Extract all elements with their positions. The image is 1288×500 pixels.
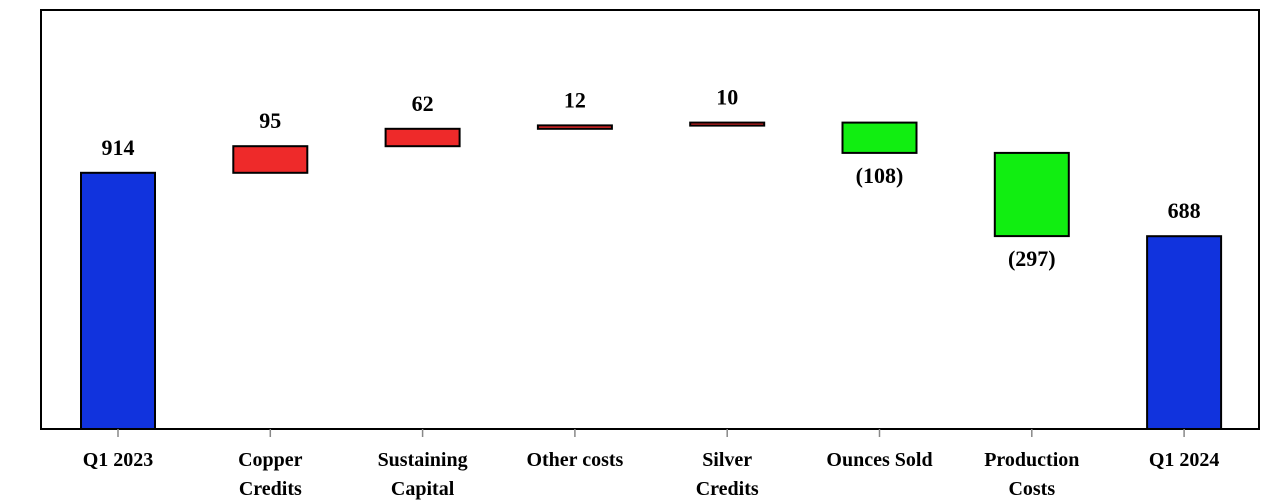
x-tick-label-4: Silver Credits [696, 449, 759, 500]
plot-frame [40, 9, 1260, 430]
chart-marks: 914 95 62 12 10 (108) (297) 688 [80, 85, 1223, 431]
x-tick-label-1: Copper Credits [238, 449, 303, 500]
bar-6 [993, 151, 1070, 238]
x-tick-label-3: Other costs [526, 449, 623, 471]
data-label-1: 95 [259, 108, 281, 133]
x-tick-label-6: Production Costs [984, 449, 1079, 500]
bar-4 [689, 121, 766, 127]
bar-7 [1146, 235, 1223, 430]
data-label-2: 62 [412, 91, 434, 116]
x-tick-label-0: Q1 2023 [83, 449, 154, 471]
data-label-6: (297) [1008, 246, 1056, 271]
bar-3 [536, 124, 613, 130]
data-label-4: 10 [716, 85, 738, 110]
x-axis-ticks: Q1 2023 Copper Credits Sustaining Capital Oth… [83, 429, 1220, 500]
data-label-5: (108) [856, 163, 904, 188]
data-label-3: 12 [564, 87, 586, 112]
x-tick-label-5: Ounces Sold [826, 449, 932, 471]
x-tick-label-2: Sustaining Capital [378, 449, 468, 500]
bar-1 [232, 145, 309, 174]
bar-2 [384, 127, 461, 148]
data-label-7: 688 [1168, 198, 1201, 223]
bar-0 [80, 171, 156, 431]
bar-5 [841, 121, 918, 154]
x-tick-label-7: Q1 2024 [1149, 449, 1220, 471]
data-label-0: 914 [102, 135, 135, 160]
